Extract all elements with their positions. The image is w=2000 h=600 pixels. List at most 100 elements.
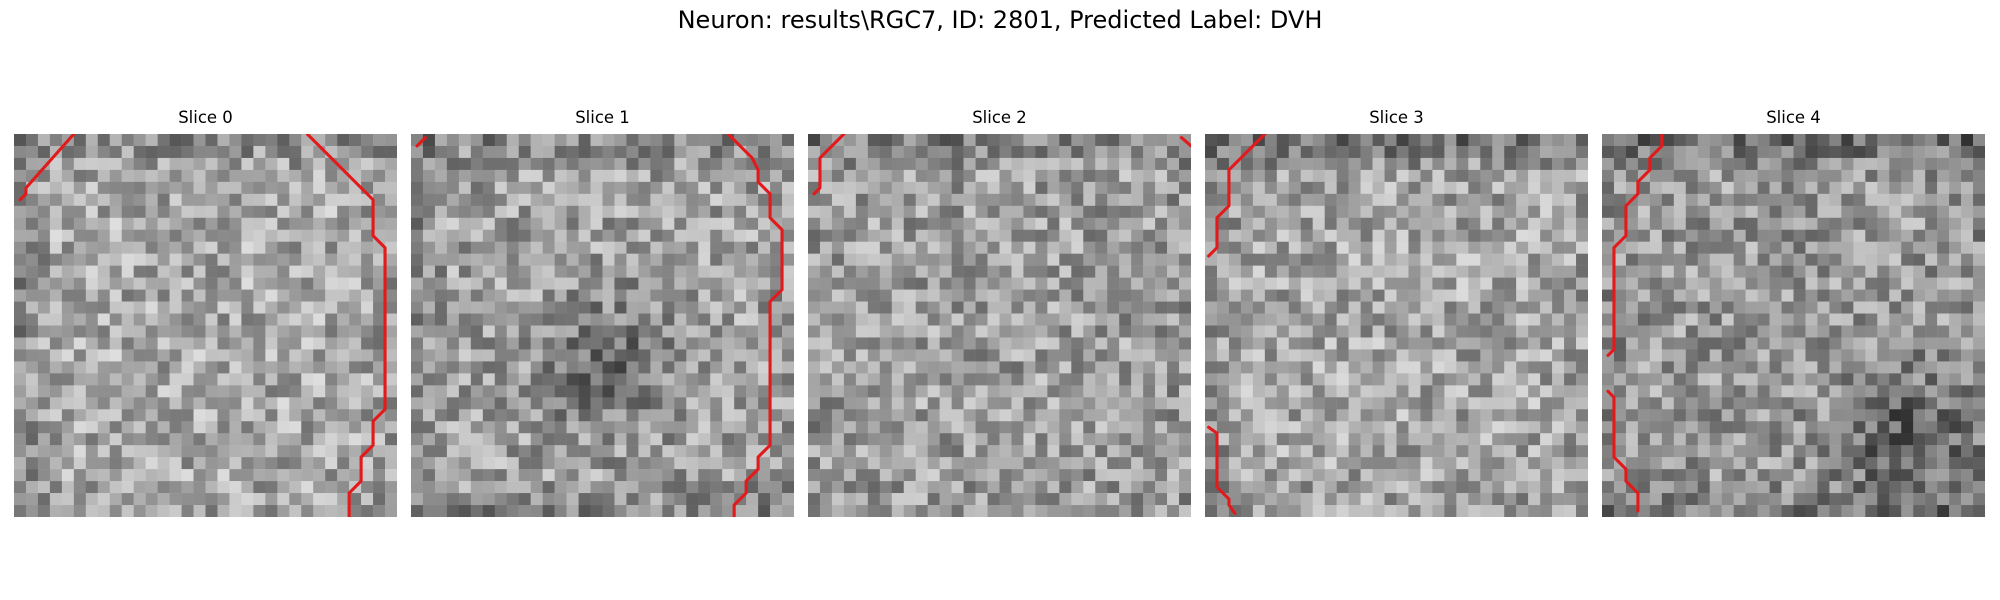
voxel [217,134,230,147]
voxel [746,385,759,398]
voxel [808,193,821,207]
voxel [349,229,362,242]
voxel [121,157,134,171]
voxel [1252,469,1266,482]
voxel [674,373,687,386]
voxel [1829,313,1842,326]
voxel [37,361,51,374]
voxel [686,325,699,338]
voxel [1252,313,1266,326]
voxel [879,337,893,350]
voxel [1252,385,1266,398]
voxel [939,205,952,219]
voxel [1179,433,1191,446]
voxel [1095,457,1108,470]
voxel [313,469,326,482]
voxel [1468,481,1481,494]
voxel [1071,433,1084,446]
voxel [205,313,218,326]
voxel [482,325,496,338]
voxel [1360,193,1373,207]
voxel [819,409,833,422]
voxel [1107,217,1120,230]
voxel [494,337,507,350]
voxel [1059,433,1072,446]
voxel [301,313,314,326]
voxel [1035,241,1048,254]
voxel [1552,469,1565,482]
voxel [770,421,783,434]
voxel [1408,169,1421,183]
voxel [506,241,519,254]
voxel [1552,145,1565,159]
voxel [1228,493,1242,506]
voxel [1853,277,1866,290]
voxel [734,325,747,338]
voxel [1312,157,1325,171]
voxel [614,421,627,434]
voxel [121,505,134,517]
voxel [1625,433,1639,446]
voxel [626,289,639,302]
voxel [1324,505,1337,517]
voxel [770,229,783,242]
voxel [325,445,338,458]
voxel [1023,217,1036,230]
voxel [770,481,783,494]
voxel [494,157,507,171]
voxel [879,181,893,195]
voxel [1456,337,1469,350]
voxel [1516,361,1529,374]
voxel [1288,373,1301,386]
voxel [1264,289,1278,302]
voxel [1312,277,1325,290]
voxel [590,205,603,219]
voxel [1396,289,1409,302]
voxel [1131,445,1144,458]
voxel [506,433,519,446]
voxel [1480,277,1493,290]
voxel [831,157,845,171]
voxel [1288,349,1301,362]
voxel [145,229,158,242]
voxel [1312,205,1325,219]
voxel [843,373,857,386]
voxel [1492,205,1505,219]
voxel [987,445,1000,458]
voxel [1576,181,1588,195]
voxel [37,373,51,386]
voxel [1216,181,1230,195]
voxel [578,505,591,517]
voxel [157,253,170,266]
voxel [1637,289,1651,302]
voxel [843,433,857,446]
voxel [373,481,386,494]
voxel [1264,505,1278,517]
voxel [1865,241,1878,254]
voxel [1504,265,1517,278]
voxel [602,445,615,458]
voxel [1300,253,1313,266]
voxel [1661,289,1675,302]
voxel [927,493,940,506]
voxel [808,253,821,266]
voxel [506,421,519,434]
voxel [831,145,845,159]
voxel [518,337,531,350]
voxel [758,361,771,374]
voxel [265,457,278,470]
voxel [1673,277,1687,290]
voxel [1288,445,1301,458]
voxel [241,229,254,242]
voxel [770,169,783,183]
voxel [1649,409,1663,422]
voxel [1420,241,1433,254]
voxel [1889,313,1902,326]
voxel [1913,301,1926,314]
voxel [133,337,146,350]
voxel [121,325,134,338]
voxel [1276,241,1290,254]
voxel [542,409,555,422]
voxel [61,493,75,506]
voxel [1781,169,1794,183]
